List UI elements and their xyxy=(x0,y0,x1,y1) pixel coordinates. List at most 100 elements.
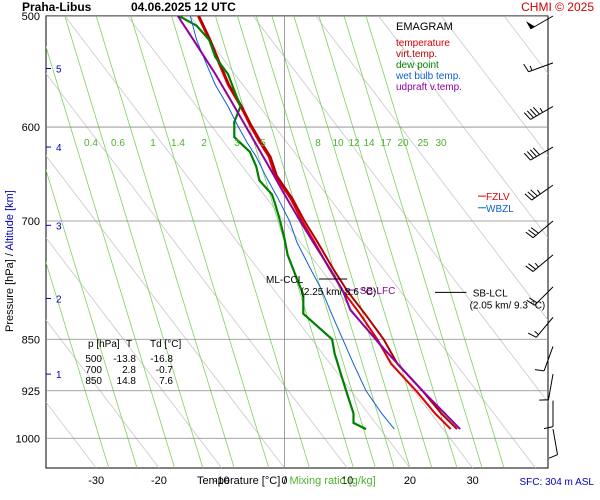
wind-barb-flag xyxy=(528,263,537,270)
wind-barb-flag xyxy=(523,152,531,161)
wind-barb-flag xyxy=(525,265,534,272)
table-cell: 2.8 xyxy=(122,365,136,376)
mixing-ratio-tick-label: 14 xyxy=(363,138,375,149)
mixing-ratio-line xyxy=(237,16,376,468)
wind-barb-pennant xyxy=(525,21,535,29)
wind-barb xyxy=(534,346,554,372)
wind-barb-staff xyxy=(531,184,554,201)
temperature-tick-label: 30 xyxy=(467,475,479,487)
wind-barb-flag xyxy=(526,110,534,119)
mixing-ratio-tick-label: 3 xyxy=(234,138,240,149)
legend-item: temperature xyxy=(396,38,450,49)
wind-barb-flag xyxy=(523,63,529,73)
table-header: Td [°C] xyxy=(150,339,181,350)
wind-barb-staff xyxy=(532,254,554,272)
wind-barb-flag xyxy=(524,193,533,201)
temperature-tick-label: -20 xyxy=(151,475,167,487)
wind-barb-half-flag xyxy=(534,262,539,268)
credit-label: CHMI © 2025 xyxy=(521,0,594,14)
table-cell: 7.6 xyxy=(159,376,173,387)
mixing-ratio-line xyxy=(255,16,395,468)
table-header: p [hPa] xyxy=(88,339,120,350)
mixing-ratio-line xyxy=(171,16,310,468)
table-cell: -16.8 xyxy=(150,354,173,365)
wind-barb xyxy=(523,62,554,73)
wind-barb-half-flag xyxy=(539,107,544,113)
wind-barb xyxy=(525,254,554,272)
mixing-ratio-tick-label: 2 xyxy=(201,138,207,149)
wind-barb-staff xyxy=(552,428,559,455)
wind-barb-staff xyxy=(543,346,554,371)
wind-barb-half-flag xyxy=(537,189,541,195)
pressure-tick-label: 925 xyxy=(22,386,40,398)
station-title: Praha-Libus xyxy=(22,0,92,14)
wind-barb xyxy=(548,428,559,459)
wind-barb xyxy=(539,374,554,401)
dry-adiabat-line xyxy=(252,16,548,403)
altitude-tick-label: 5 xyxy=(56,65,62,76)
mixing-ratio-line xyxy=(271,16,411,468)
wind-barb-flag xyxy=(526,151,534,159)
mixing-ratio-line xyxy=(293,16,433,468)
wind-barb-flag xyxy=(528,229,537,236)
wind-barb-flag xyxy=(530,227,539,234)
wind-barb xyxy=(523,105,554,120)
mixing-ratio-tick-label: 10 xyxy=(332,138,344,149)
wind-barb-flag xyxy=(548,454,558,459)
mixing-ratio-tick-label: 5 xyxy=(260,138,266,149)
y-axis-title: Pressure [hPa] / Altitude [km] xyxy=(4,190,16,332)
wind-barb-flag xyxy=(525,231,534,239)
mixing-ratio-line xyxy=(365,16,505,468)
pressure-tick-label: 850 xyxy=(22,334,40,346)
ml-ccl-label: ML-CCL xyxy=(266,275,304,286)
sfc-label: SFC: 304 m ASL xyxy=(520,477,595,488)
altitude-tick-label: 3 xyxy=(56,221,62,232)
wind-barb-flag xyxy=(529,149,537,157)
altitude-tick-label: 4 xyxy=(56,143,62,154)
plot-area xyxy=(46,16,548,468)
y-axis-separator: / xyxy=(4,251,16,260)
y-axis-altitude-label: Altitude [km] xyxy=(4,190,16,251)
series-line-dew-point xyxy=(178,16,367,431)
wind-barb-flag xyxy=(530,189,538,197)
mixing-ratio-tick-label: 1.4 xyxy=(171,138,185,149)
x-axis-separator: / xyxy=(280,475,289,487)
wbzl-label: WBZL xyxy=(486,204,514,215)
wind-barb-staff xyxy=(530,15,554,30)
mixing-ratio-tick-label: 8 xyxy=(315,138,321,149)
mixing-ratio-tick-label: 17 xyxy=(380,138,392,149)
mixing-ratio-line xyxy=(318,16,458,468)
mixing-ratio-tick-label: 0.6 xyxy=(111,138,125,149)
wind-barb-staff xyxy=(534,286,554,306)
dry-adiabat-line xyxy=(127,16,474,468)
wind-barb-flag xyxy=(529,297,538,304)
wind-barb-staff xyxy=(530,146,554,161)
wind-barb xyxy=(525,220,554,239)
dry-adiabat-line xyxy=(46,319,160,468)
wind-barb-flag xyxy=(529,108,537,117)
mixing-ratio-line xyxy=(64,16,204,468)
wind-barb-staff xyxy=(535,317,554,338)
legend-item: virt.temp. xyxy=(396,49,437,60)
wind-barb-flag xyxy=(532,147,540,156)
temperature-tick-label: 20 xyxy=(404,475,416,487)
wind-barb-flag xyxy=(543,426,554,430)
mixing-ratio-tick-label: 0.4 xyxy=(84,138,98,149)
temperature-tick-label: -10 xyxy=(214,475,230,487)
wind-barb xyxy=(523,146,554,161)
mixing-ratio-line xyxy=(95,16,235,468)
wind-barb xyxy=(543,400,554,430)
wind-barb-staff xyxy=(530,105,554,120)
wind-barb-flag xyxy=(527,191,535,199)
sb-lcl-label: SB-LCL xyxy=(473,288,508,299)
wind-barb-flag xyxy=(534,369,545,372)
wind-barb-flag xyxy=(532,107,540,115)
sb-lcl-value: (2.05 km/ 9.3 °C) xyxy=(470,300,546,311)
x-axis-temperature-label: Temperature [°C] xyxy=(197,475,280,487)
dry-adiabat-line xyxy=(46,155,285,468)
mixing-ratio-line xyxy=(343,16,483,468)
ml-ccl-value: (2.25 km/ 8.6 °C) xyxy=(301,287,377,298)
mixing-ratio-line xyxy=(46,168,138,468)
mixing-ratio-line xyxy=(46,45,176,468)
temperature-tick-label: 0 xyxy=(281,475,287,487)
